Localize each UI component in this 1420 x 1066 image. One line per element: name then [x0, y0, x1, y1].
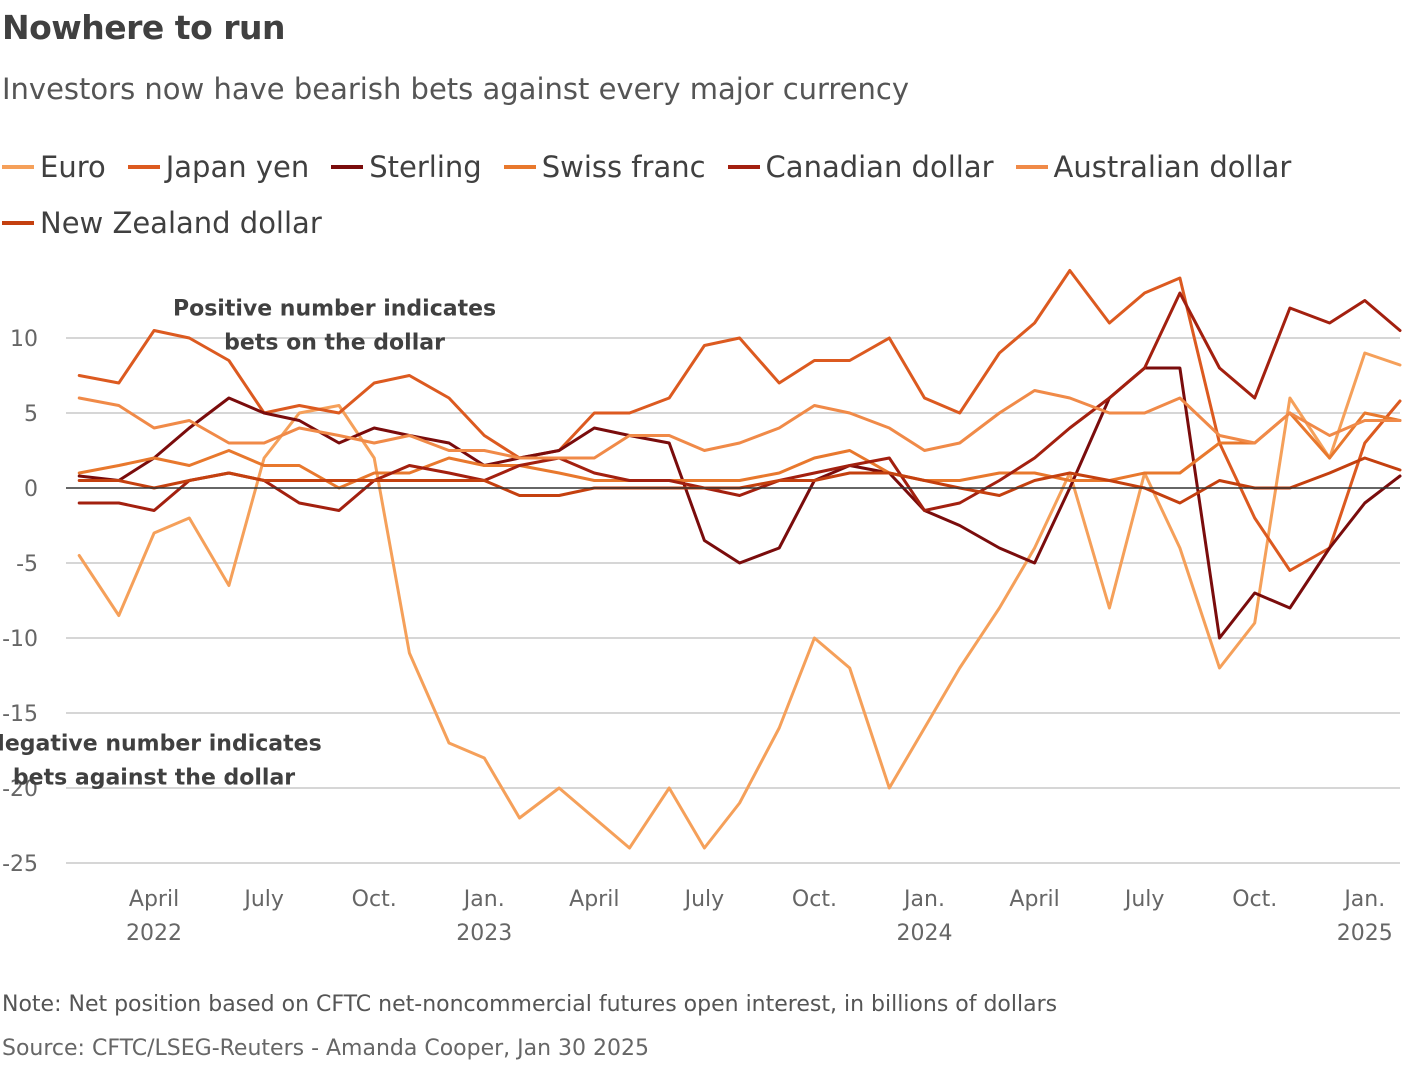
x-tick-label: Oct. [352, 887, 397, 912]
legend-swatch-euro [2, 165, 34, 169]
annotation-text: Positive number indicates [173, 297, 496, 322]
legend-item-swiss-franc: Swiss franc [503, 146, 706, 202]
x-tick-year: 2025 [1337, 921, 1393, 946]
chart-subtitle: Investors now have bearish bets against … [2, 72, 910, 106]
y-tick-label: 0 [24, 477, 38, 502]
x-tick-label: Jan. [462, 887, 505, 912]
chart-note: Note: Net position based on CFTC net-non… [2, 992, 1058, 1017]
y-tick-label: 5 [24, 402, 38, 427]
x-tick-label: April [569, 887, 619, 912]
legend-label: New Zealand dollar [40, 206, 322, 240]
legend-swatch-swiss-franc [503, 165, 536, 169]
y-tick-label: -15 [2, 702, 38, 727]
y-axis: 10 5 0 -5 -10 -15 -20 -25 [2, 327, 38, 877]
annotations: Positive number indicates bets on the dol… [0, 297, 496, 791]
legend-label: Sterling [369, 150, 482, 184]
series-line-japan-yen [77, 269, 1402, 572]
gridlines [66, 337, 1400, 864]
series-lines [77, 269, 1402, 850]
x-tick-label: Jan. [902, 887, 945, 912]
y-tick-label: -25 [2, 852, 38, 877]
legend-item-australian-dollar: Australian dollar [1015, 146, 1292, 202]
series-line-sterling [77, 366, 1402, 640]
legend-item-new-zealand-dollar: New Zealand dollar [2, 202, 322, 258]
legend-label: Canadian dollar [765, 150, 994, 184]
annotation-text: bets on the dollar [224, 331, 445, 356]
legend-swatch-sterling [331, 165, 364, 169]
legend-label: Swiss franc [541, 150, 706, 184]
x-tick-label: July [1123, 887, 1165, 912]
chart-title: Nowhere to run [2, 8, 286, 47]
legend-item-japan-yen: Japan yen [127, 146, 310, 202]
legend-item-sterling: Sterling [331, 146, 482, 202]
x-tick-year: 2024 [897, 921, 953, 946]
y-tick-label: -10 [2, 627, 38, 652]
legend-item-euro: Euro [2, 146, 106, 202]
legend: Euro Japan yen Sterling Swiss franc Canadian… [2, 146, 1402, 258]
x-tick-year: 2023 [456, 921, 512, 946]
y-tick-label: 10 [10, 327, 38, 352]
x-tick-label: July [242, 887, 284, 912]
legend-label: Euro [40, 150, 106, 184]
legend-swatch-australian-dollar [1015, 165, 1048, 169]
legend-swatch-canadian-dollar [727, 165, 760, 169]
annotation-text: Negative number indicates [0, 732, 322, 757]
x-tick-year: 2022 [126, 921, 182, 946]
series-line-euro [77, 351, 1402, 850]
y-tick-label: -5 [16, 552, 38, 577]
legend-label: Australian dollar [1053, 150, 1292, 184]
legend-swatch-japan-yen [127, 165, 160, 169]
x-tick-label: Oct. [792, 887, 837, 912]
series-line-swiss-franc [77, 411, 1402, 490]
x-tick-label: Jan. [1342, 887, 1385, 912]
y-tick-label: -20 [2, 777, 38, 802]
x-tick-label: April [129, 887, 179, 912]
annotation-text: bets against the dollar [13, 766, 295, 791]
legend-item-canadian-dollar: Canadian dollar [727, 146, 994, 202]
series-line-australian-dollar [77, 389, 1402, 460]
chart-source: Source: CFTC/LSEG-Reuters - Amanda Coope… [2, 1036, 650, 1061]
x-tick-label: July [683, 887, 725, 912]
series-line-canadian-dollar [77, 291, 1402, 512]
x-tick-label: April [1009, 887, 1059, 912]
x-axis: April 2022 July Oct. Jan. 2023 April July Oct. Ja… [126, 887, 1393, 946]
legend-label: Japan yen [165, 150, 310, 184]
legend-swatch-new-zealand-dollar [2, 221, 34, 225]
x-tick-label: Oct. [1232, 887, 1277, 912]
